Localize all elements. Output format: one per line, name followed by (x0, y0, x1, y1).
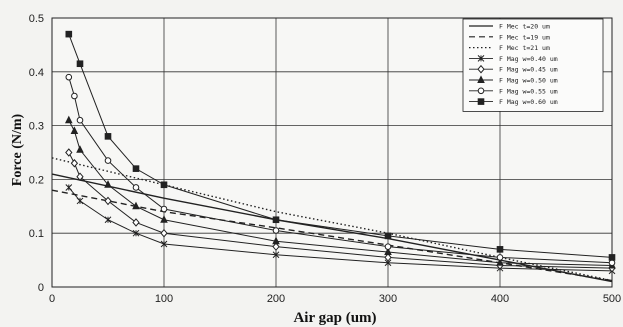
legend-label: F Mag w=0.50 um (499, 77, 558, 85)
y-tick-label: 0.1 (29, 228, 44, 240)
y-axis-label: Force (N/m) (10, 113, 25, 186)
series-group (51, 30, 616, 283)
marker-square (608, 254, 616, 261)
legend-item: F Mag w=0.60 um (469, 98, 558, 106)
marker-triangle (384, 247, 392, 256)
legend-label: F Mec t=20 um (499, 23, 550, 31)
marker-diamond (384, 253, 392, 262)
y-tick-label: 0 (38, 282, 44, 294)
series-line (68, 77, 613, 264)
legend-label: F Mag w=0.55 um (499, 87, 558, 95)
x-tick-label: 400 (491, 293, 509, 305)
y-tick-label: 0.3 (29, 121, 44, 133)
marker-circle (496, 254, 504, 261)
legend-box (462, 18, 604, 112)
marker-star (477, 55, 485, 62)
marker-circle (608, 259, 616, 267)
legend-item: F Mec t=19 um (469, 33, 550, 41)
marker-diamond (104, 196, 112, 206)
marker-star (76, 197, 84, 205)
marker-square (384, 232, 392, 240)
marker-square (65, 30, 73, 38)
marker-circle (477, 87, 485, 95)
series-8 (65, 30, 616, 261)
marker-circle (65, 73, 73, 81)
series-line (68, 152, 613, 269)
marker-diamond (477, 64, 485, 74)
marker-diamond (132, 218, 140, 227)
legend: F Mec t=20 um F Mec t=19 um F Mec t=21 um F… (462, 18, 604, 112)
marker-diamond (272, 242, 280, 251)
marker-star (160, 240, 168, 248)
marker-triangle (70, 126, 79, 134)
marker-star (65, 184, 73, 191)
marker-diamond (70, 158, 79, 168)
marker-triangle (496, 258, 504, 266)
marker-triangle (160, 215, 168, 223)
x-tick-label: 300 (379, 293, 397, 305)
marker-square (76, 60, 84, 68)
marker-square (272, 216, 280, 224)
marker-triangle (272, 236, 280, 245)
marker-circle (384, 243, 392, 250)
marker-circle (132, 184, 140, 191)
series-line (68, 119, 613, 266)
x-axis-label: Air gap (um) (293, 310, 376, 326)
marker-triangle (76, 145, 84, 153)
legend-label: F Mec t=21 um (499, 44, 550, 52)
marker-diamond (160, 228, 168, 238)
marker-triangle (104, 180, 112, 188)
marker-circle (104, 157, 112, 164)
axis-labels: Air gap (um) Force (N/m) (10, 113, 377, 326)
plot-frame (51, 17, 613, 288)
series-5 (65, 148, 616, 273)
legend-item: F Mag w=0.55 um (469, 87, 558, 95)
series-6 (64, 115, 616, 269)
marker-square (132, 165, 140, 172)
legend-label: F Mag w=0.60 um (499, 98, 558, 106)
marker-circle (71, 92, 78, 100)
y-tick-label: 0.4 (29, 67, 44, 79)
marker-diamond (65, 148, 73, 157)
legend-item: F Mag w=0.40 um (469, 55, 558, 63)
x-tick-label: 0 (49, 293, 55, 305)
marker-circle (160, 205, 168, 213)
marker-triangle (132, 201, 140, 210)
marker-square (104, 133, 112, 140)
y-tick-label: 0.5 (29, 13, 44, 25)
legend-item: F Mag w=0.50 um (469, 75, 558, 85)
legend-item: F Mag w=0.45 um (469, 64, 558, 74)
marker-star (132, 229, 140, 237)
marker-square (496, 246, 504, 253)
marker-circle (76, 116, 84, 124)
marker-circle (272, 227, 280, 234)
legend-item: F Mec t=20 um (469, 23, 550, 31)
marker-star (104, 216, 112, 224)
y-tick-label: 0.2 (29, 174, 44, 186)
legend-label: F Mag w=0.45 um (499, 66, 558, 74)
x-tick-label: 500 (603, 293, 621, 305)
x-tick-label: 100 (155, 293, 173, 305)
marker-triangle (477, 75, 485, 83)
legend-item: F Mec t=21 um (469, 44, 550, 52)
axes: 0 100 200 300 400 500 0 0.1 0.2 0.3 0.4 0.5 (29, 13, 621, 305)
marker-triangle (64, 115, 73, 124)
marker-diamond (76, 172, 84, 181)
legend-label: F Mag w=0.40 um (499, 55, 558, 63)
marker-square (477, 98, 485, 105)
series-7 (65, 73, 616, 267)
x-tick-label: 200 (267, 293, 285, 305)
legend-label: F Mec t=19 um (499, 33, 550, 41)
marker-star (272, 251, 280, 259)
marker-square (160, 181, 168, 189)
